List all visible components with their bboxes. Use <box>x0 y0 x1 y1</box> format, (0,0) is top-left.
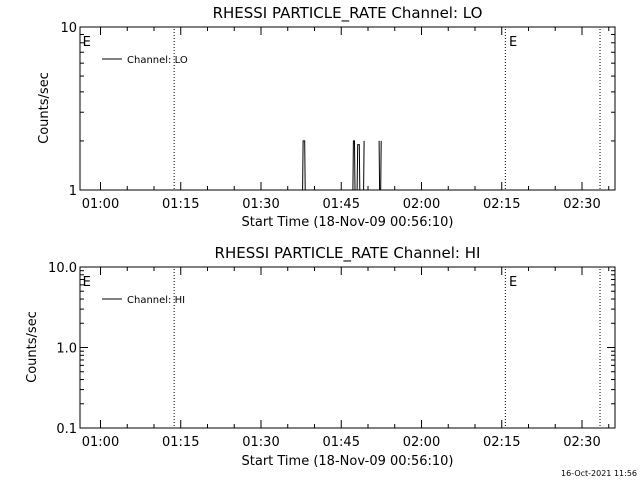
x-tick-label: 01:30 <box>242 197 279 212</box>
series-line <box>356 144 361 191</box>
x-axis-label: Start Time (18-Nov-09 00:56:10) <box>242 215 454 230</box>
x-tick-label: 01:15 <box>162 435 199 450</box>
x-tick-label: 01:15 <box>162 197 199 212</box>
series-line <box>352 140 356 191</box>
y-tick-label: 1 <box>69 184 77 199</box>
x-tick-label: 02:15 <box>483 197 520 212</box>
y-axis-label: Counts/sec <box>25 311 40 383</box>
plot-lo: RHESSI PARTICLE_RATE Channel: LO Start Ti… <box>37 4 616 230</box>
x-tick-label: 02:30 <box>563 435 600 450</box>
y-tick-label: 1.0 <box>56 342 77 357</box>
y-axis-label: Counts/sec <box>37 72 52 144</box>
series-line <box>378 140 382 191</box>
x-tick-label: 02:30 <box>563 197 600 212</box>
chart-title: RHESSI PARTICLE_RATE Channel: LO <box>213 4 483 23</box>
event-marker: E <box>509 35 517 50</box>
event-marker: E <box>509 275 517 290</box>
chart-title: RHESSI PARTICLE_RATE Channel: HI <box>215 244 481 263</box>
x-tick-label: 02:00 <box>403 197 440 212</box>
x-tick-label: 01:00 <box>82 197 119 212</box>
x-tick-label: 01:00 <box>82 435 119 450</box>
x-tick-label: 01:45 <box>323 435 360 450</box>
series-line <box>363 140 365 191</box>
plot-hi: RHESSI PARTICLE_RATE Channel: HI Start Ti… <box>25 244 616 469</box>
event-marker: E <box>83 35 91 50</box>
x-tick-label: 01:45 <box>323 197 360 212</box>
series-line <box>302 140 306 191</box>
y-tick-label: 0.1 <box>56 422 77 437</box>
legend-label: Channel: LO <box>127 55 188 66</box>
y-tick-label: 10 <box>60 21 77 36</box>
x-tick-label: 02:15 <box>483 435 520 450</box>
plot-frame <box>79 26 616 191</box>
x-axis-label: Start Time (18-Nov-09 00:56:10) <box>242 454 454 469</box>
timestamp: 16-Oct-2021 11:56 <box>561 469 637 478</box>
legend-label: Channel: HI <box>127 295 185 306</box>
plot-frame <box>79 266 616 429</box>
y-tick-label: 10.0 <box>48 261 77 276</box>
event-marker: E <box>83 275 91 290</box>
x-tick-label: 02:00 <box>403 435 440 450</box>
x-tick-label: 01:30 <box>242 435 279 450</box>
